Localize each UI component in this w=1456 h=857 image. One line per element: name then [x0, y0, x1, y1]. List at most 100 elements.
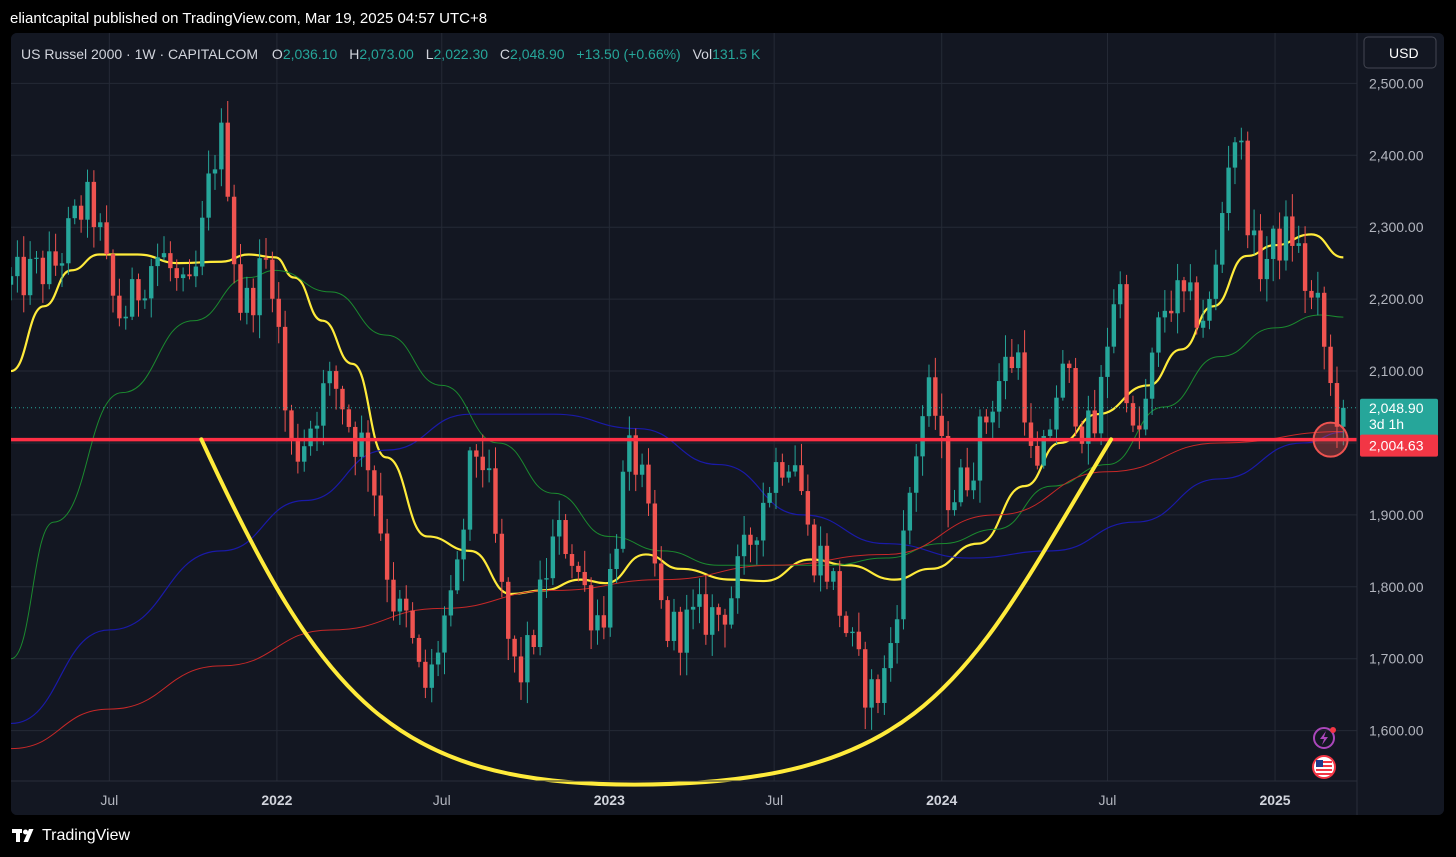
candle-body [238, 264, 243, 313]
candle-body [576, 565, 581, 572]
candle-body [882, 668, 887, 703]
candle-body [780, 462, 785, 478]
candle-body [665, 600, 670, 641]
candle-body [843, 615, 849, 634]
candle-body [1060, 363, 1066, 398]
candle-body [646, 464, 651, 504]
bar-countdown: 3d 1h [1369, 416, 1404, 432]
candle-body [429, 664, 434, 688]
circle-marker[interactable] [1312, 421, 1349, 458]
candle-body [1334, 383, 1340, 427]
candle-body [1143, 398, 1148, 430]
candle-body [984, 416, 989, 423]
chart-frame[interactable]: 1,600.001,700.001,800.001,900.002,000.00… [11, 33, 1444, 815]
candle-body [365, 432, 371, 471]
legend-high-value: 2,073.00 [359, 46, 414, 62]
candle-body [333, 371, 339, 389]
candlestick-chart[interactable]: 1,600.001,700.001,800.001,900.002,000.00… [11, 33, 1444, 815]
candle-body [767, 492, 772, 503]
tradingview-logo[interactable]: TradingView [12, 827, 130, 845]
candle-body [958, 467, 964, 503]
candle-body [180, 274, 186, 279]
candle-body [933, 377, 938, 416]
candle-body [620, 471, 626, 549]
price-tick-label: 2,300.00 [1369, 219, 1424, 235]
candle-body [1194, 282, 1199, 328]
candle-body [423, 661, 428, 688]
legend-open-value: 2,036.10 [283, 46, 338, 62]
candle-body [1200, 320, 1206, 328]
candle-body [461, 529, 466, 560]
candle-body [537, 579, 543, 648]
candle-body [78, 205, 84, 220]
legend-close-label: C [500, 46, 510, 62]
candle-body [346, 409, 352, 427]
candle-body [1296, 243, 1301, 246]
legend-change: +13.50 (+0.66%) [576, 46, 680, 62]
candle-body [773, 462, 779, 493]
candle-body [595, 615, 600, 631]
candle-body [875, 679, 881, 703]
candle-body [442, 615, 447, 653]
candle-body [824, 545, 830, 582]
candle-body [601, 615, 607, 628]
candle-body [659, 563, 664, 601]
candle-body [47, 251, 52, 285]
price-axis[interactable]: 1,600.001,700.001,800.001,900.002,000.00… [1369, 75, 1424, 738]
candle-body [1092, 410, 1097, 434]
price-tick-label: 2,200.00 [1369, 291, 1424, 307]
candle-body [792, 465, 798, 472]
candle-body [1207, 298, 1212, 321]
price-tick-label: 1,800.00 [1369, 579, 1424, 595]
moving-average-ma_slow_blue [11, 413, 1344, 725]
candle-body [129, 279, 135, 317]
candle-body [1181, 280, 1187, 292]
time-tick-label: Jul [100, 792, 118, 808]
candle-body [1124, 284, 1129, 404]
candle-body [996, 381, 1002, 412]
candle-body [40, 257, 46, 285]
currency-label[interactable]: USD [1389, 45, 1419, 61]
time-axis[interactable]: Jul 2022 Jul 2023 Jul 2024 Jul 2025 [100, 792, 1290, 808]
candle-body [1022, 352, 1027, 423]
candle-body [1175, 280, 1180, 314]
candle-body [920, 416, 925, 457]
candle-body [174, 268, 179, 279]
candle-body [499, 533, 505, 582]
candle-body [965, 467, 970, 491]
candle-body [939, 415, 944, 436]
footer-brand: TradingView [42, 827, 131, 844]
candle-body [518, 656, 524, 683]
lightning-icon[interactable] [1313, 727, 1336, 749]
candle-body [608, 568, 613, 628]
line-level-value: 2,004.63 [1369, 438, 1424, 454]
price-tick-label: 2,400.00 [1369, 147, 1424, 163]
cup-curve[interactable] [199, 437, 1114, 787]
time-tick-label: Jul [1099, 792, 1117, 808]
candle-body [321, 383, 326, 426]
candle-body [455, 559, 460, 591]
candle-body [251, 287, 256, 316]
candle-body [1220, 213, 1225, 265]
candle-body [480, 456, 485, 471]
candle-body [435, 652, 441, 665]
candle-body [1009, 356, 1015, 369]
currency-button[interactable]: USD [1363, 36, 1437, 69]
price-tick-label: 1,600.00 [1369, 723, 1424, 739]
candle-body [212, 169, 218, 174]
candle-body [710, 607, 715, 635]
candle-body [894, 619, 900, 644]
candle-body [353, 426, 358, 457]
drawing-overlay [11, 407, 1357, 787]
candle-body [66, 218, 71, 264]
candle-body [1003, 356, 1008, 382]
last-price-badge: 2,048.90 3d 1h [1360, 398, 1438, 437]
candle-body [161, 253, 167, 258]
us-flag-icon[interactable] [1312, 755, 1336, 779]
candle-body [123, 316, 128, 319]
last-price-value: 2,048.90 [1369, 400, 1424, 416]
candle-body [588, 585, 594, 631]
candle-body [512, 638, 517, 657]
candle-body [72, 205, 77, 219]
time-tick-label: Jul [433, 792, 451, 808]
